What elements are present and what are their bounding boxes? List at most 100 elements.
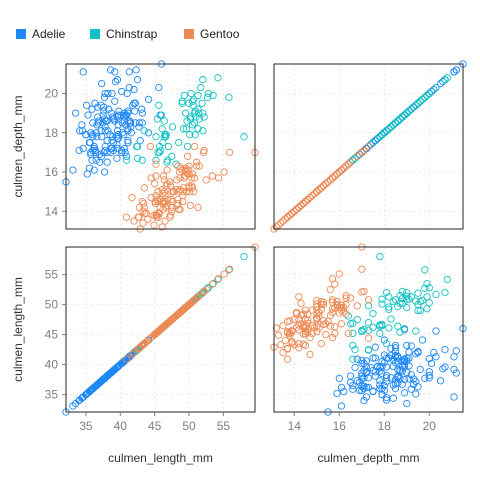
data-point-gentoo	[163, 166, 171, 174]
data-point-chinstrap	[158, 125, 166, 133]
data-point-adelie	[111, 68, 119, 76]
data-point-adelie	[362, 144, 370, 153]
data-point-gentoo	[139, 219, 147, 227]
data-point-chinstrap	[172, 160, 180, 168]
data-point-adelie	[101, 89, 109, 98]
data-point-adelie	[135, 119, 144, 127]
data-point-chinstrap	[432, 290, 440, 299]
data-point-chinstrap	[197, 83, 205, 92]
data-point-chinstrap	[209, 91, 217, 100]
legend-label: Gentoo	[200, 27, 240, 41]
data-point-gentoo	[183, 302, 192, 310]
data-point-gentoo	[195, 291, 203, 300]
data-point-adelie	[412, 390, 420, 398]
legend-swatch	[184, 29, 194, 39]
data-point-chinstrap	[194, 125, 202, 133]
data-point-chinstrap	[187, 89, 195, 98]
data-point-adelie	[391, 351, 400, 360]
data-point-adelie	[144, 95, 153, 104]
data-point-gentoo	[140, 340, 148, 348]
data-point-adelie	[109, 366, 118, 375]
x-tick-label: 45	[148, 419, 162, 433]
data-point-chinstrap	[407, 105, 415, 113]
data-point-adelie	[376, 381, 384, 389]
y-axis-title-top: culmen_depth_mm	[11, 95, 25, 197]
data-point-adelie	[364, 383, 373, 392]
data-point-adelie	[414, 347, 422, 356]
y-tick-label: 55	[45, 268, 59, 282]
data-point-adelie	[137, 105, 146, 113]
data-point-gentoo	[283, 355, 292, 363]
data-point-gentoo	[333, 302, 341, 310]
data-point-gentoo	[168, 188, 176, 196]
data-point-chinstrap	[182, 125, 190, 133]
data-point-adelie	[106, 131, 114, 139]
data-point-chinstrap	[240, 133, 248, 141]
data-point-gentoo	[139, 207, 147, 215]
data-point-gentoo	[335, 270, 343, 278]
data-point-adelie	[113, 76, 122, 84]
data-point-adelie	[389, 381, 397, 389]
data-point-gentoo	[308, 321, 316, 330]
data-point-chinstrap	[155, 101, 163, 109]
data-point-adelie	[382, 363, 391, 371]
data-point-chinstrap	[391, 296, 400, 304]
data-point-adelie	[131, 99, 140, 107]
data-point-chinstrap	[179, 125, 188, 133]
data-point-adelie	[132, 66, 140, 74]
data-point-gentoo	[315, 186, 323, 194]
data-point-gentoo	[324, 317, 332, 326]
data-point-gentoo	[288, 209, 296, 217]
data-point-gentoo	[134, 345, 142, 353]
data-point-chinstrap	[405, 107, 413, 115]
data-point-chinstrap	[190, 109, 199, 117]
data-point-gentoo	[342, 291, 350, 300]
data-point-gentoo	[342, 162, 350, 170]
data-point-adelie	[373, 134, 382, 143]
data-point-adelie	[98, 152, 106, 160]
data-point-chinstrap	[186, 131, 194, 139]
data-point-gentoo	[160, 188, 168, 196]
data-point-chinstrap	[168, 152, 176, 160]
data-point-gentoo	[172, 186, 180, 194]
data-point-adelie	[427, 87, 436, 96]
data-point-gentoo	[283, 213, 292, 221]
data-point-gentoo	[144, 215, 152, 223]
data-point-adelie	[91, 146, 100, 155]
data-point-gentoo	[147, 333, 155, 342]
data-point-chinstrap	[378, 295, 386, 303]
data-point-adelie	[122, 152, 131, 160]
data-point-chinstrap	[441, 76, 449, 84]
data-point-adelie	[358, 369, 366, 377]
data-point-gentoo	[299, 340, 307, 348]
data-point-chinstrap	[157, 111, 166, 119]
data-point-gentoo	[306, 350, 314, 359]
data-point-adelie	[450, 365, 458, 374]
data-point-chinstrap	[443, 74, 451, 82]
data-point-gentoo	[290, 207, 298, 215]
data-point-chinstrap	[200, 113, 208, 121]
data-point-adelie	[387, 351, 395, 360]
data-point-gentoo	[183, 152, 192, 160]
panel-top-left: 14 16 18 20	[45, 60, 259, 233]
data-point-adelie	[369, 387, 377, 395]
data-point-gentoo	[166, 178, 174, 186]
data-point-adelie	[405, 362, 413, 370]
data-point-chinstrap	[349, 341, 357, 350]
data-point-chinstrap	[400, 324, 409, 333]
data-point-gentoo	[295, 293, 303, 301]
data-point-adelie	[371, 354, 379, 362]
data-point-adelie	[362, 393, 370, 401]
data-point-adelie	[98, 133, 106, 141]
data-point-gentoo	[166, 213, 174, 221]
data-point-gentoo	[313, 188, 321, 196]
data-point-chinstrap	[385, 305, 393, 314]
data-point-adelie	[450, 393, 458, 401]
data-point-adelie	[335, 374, 343, 383]
data-point-gentoo	[324, 178, 332, 186]
data-point-chinstrap	[155, 142, 164, 151]
panel-bottom-right: 14 16 18 20	[270, 243, 467, 433]
data-point-chinstrap	[403, 292, 411, 300]
data-point-adelie	[93, 113, 102, 121]
data-point-adelie	[436, 79, 445, 88]
